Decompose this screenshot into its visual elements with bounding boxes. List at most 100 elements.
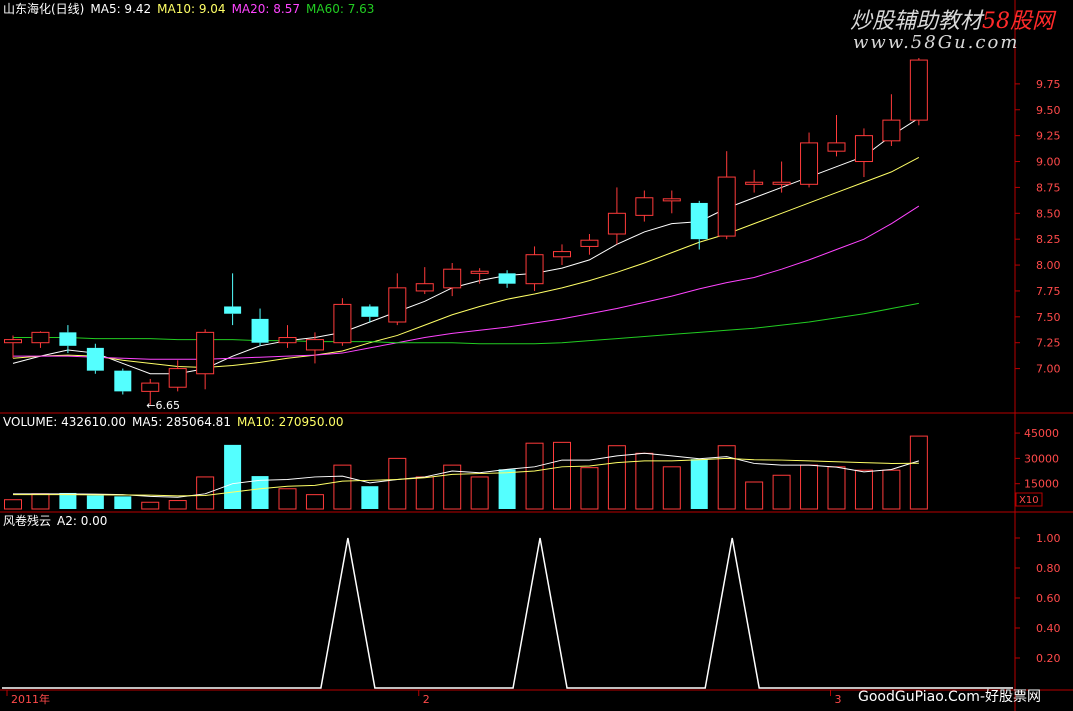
volume-bar [745,481,764,510]
volume-bar [498,469,516,509]
volume-bar [114,496,132,509]
volume-bar [443,464,462,510]
candle-body [498,273,516,284]
price-tick-label: 9.00 [1036,156,1061,169]
indicator-tick-label: 1.00 [1036,532,1061,545]
volume-unit-label: X10 [1019,495,1039,506]
candle-body [361,306,379,317]
price-tick-label: 7.00 [1036,363,1061,376]
candle-body [662,198,681,202]
stock-name: 山东海化(日线) [3,2,85,16]
price-tick-label: 8.25 [1036,233,1061,246]
price-tick-label: 8.50 [1036,207,1061,220]
candle-body [772,181,791,185]
volume-bar [553,441,571,510]
volume-bar [361,486,379,509]
volume-unit-box [1015,492,1043,507]
candle-body [333,303,352,344]
candle-body [854,135,873,163]
ma20-label: MA20: 8.57 [231,2,300,16]
volume-bar [251,476,269,509]
time-tick-label: 2011年 [11,692,50,706]
volume-ma5-line [13,452,919,498]
price-tick-label: 7.75 [1036,285,1061,298]
volume-title: VOLUME: 432610.00 [3,415,126,429]
time-tick-label: 2 [423,693,430,706]
candle-body [168,368,187,388]
volume-bar [86,495,104,509]
volume-bar [580,467,599,510]
candle-body [196,331,215,375]
candle-body [388,287,407,323]
volume-tick-label: 45000 [1024,427,1059,440]
candle-body [909,59,928,121]
volume-bar [59,492,77,509]
candle-body [717,176,736,237]
volume-tick-label: 30000 [1024,452,1059,465]
volume-bar [662,466,681,510]
ma-line-ma10 [12,156,920,369]
candle-body [31,331,50,344]
watermark-title: 炒股辅助教材58股网 [850,3,1054,35]
volume-bar [470,476,489,510]
time-tick-label: 3 [835,693,842,706]
watermark-title-b: 58股网 [982,9,1055,34]
volume-bar [388,457,407,510]
ma10-label: MA10: 9.04 [157,2,226,16]
volume-bar [4,499,22,510]
price-tick-label: 8.00 [1036,259,1061,272]
ma-line-ma20 [13,205,920,360]
candle-body [553,251,571,258]
indicator-line [2,537,1013,689]
price-tick-label: 9.75 [1036,78,1061,91]
indicator-header: 风卷残云 A2: 0.00 [3,514,113,528]
volume-bar [690,459,708,509]
volume-bar [224,444,242,509]
indicator-title: 风卷残云 [3,514,52,528]
price-tick-label: 9.25 [1036,130,1061,143]
volume-bar [772,474,791,510]
indicator-tick-label: 0.60 [1036,592,1061,605]
volume-bar [278,488,297,510]
candle-body [745,181,764,185]
indicator-tick-label: 0.40 [1036,622,1061,635]
volume-bar [305,494,324,510]
candle-body [827,142,846,152]
candle-body [525,254,544,285]
candle-body [305,339,324,351]
indicator-tick-label: 0.20 [1036,652,1061,665]
volume-bar [909,435,928,510]
candle-body [114,370,132,392]
candle-body [690,202,708,240]
volume-bar [827,466,846,510]
volume-bar [31,493,50,510]
candle-body [443,268,462,289]
candle-body [4,339,22,344]
volume-bar [607,445,626,510]
volume-bar [168,500,187,510]
price-tick-label: 8.75 [1036,181,1061,194]
watermark-footer: GoodGuPiao.Com-好股票网 [858,689,1041,705]
price-tick-label: 7.25 [1036,337,1061,350]
candle-body [278,337,297,344]
volume-bar [717,445,736,510]
candle-body [251,318,269,343]
volume-bar [854,469,873,510]
candle-body [86,347,104,371]
candle-body [580,239,599,247]
price-tick-label: 7.50 [1036,311,1061,324]
volume-ma10-label: MA10: 270950.00 [236,415,344,429]
volume-header: VOLUME: 432610.00 MA5: 285064.81 MA10: 270… [3,415,350,429]
indicator-tick-label: 0.80 [1036,562,1061,575]
price-tick-label: 9.50 [1036,104,1061,117]
candle-body [224,306,242,314]
candle-body [635,197,654,216]
low-price-label: ←6.65 [146,399,180,412]
ma-line-ma60 [13,302,919,345]
watermark-url: www.58Gu.com [853,32,1020,53]
volume-bar [415,476,434,510]
volume-bar [333,464,352,510]
watermark-title-a: 炒股辅助教材 [850,9,983,34]
candle-body [415,283,434,292]
